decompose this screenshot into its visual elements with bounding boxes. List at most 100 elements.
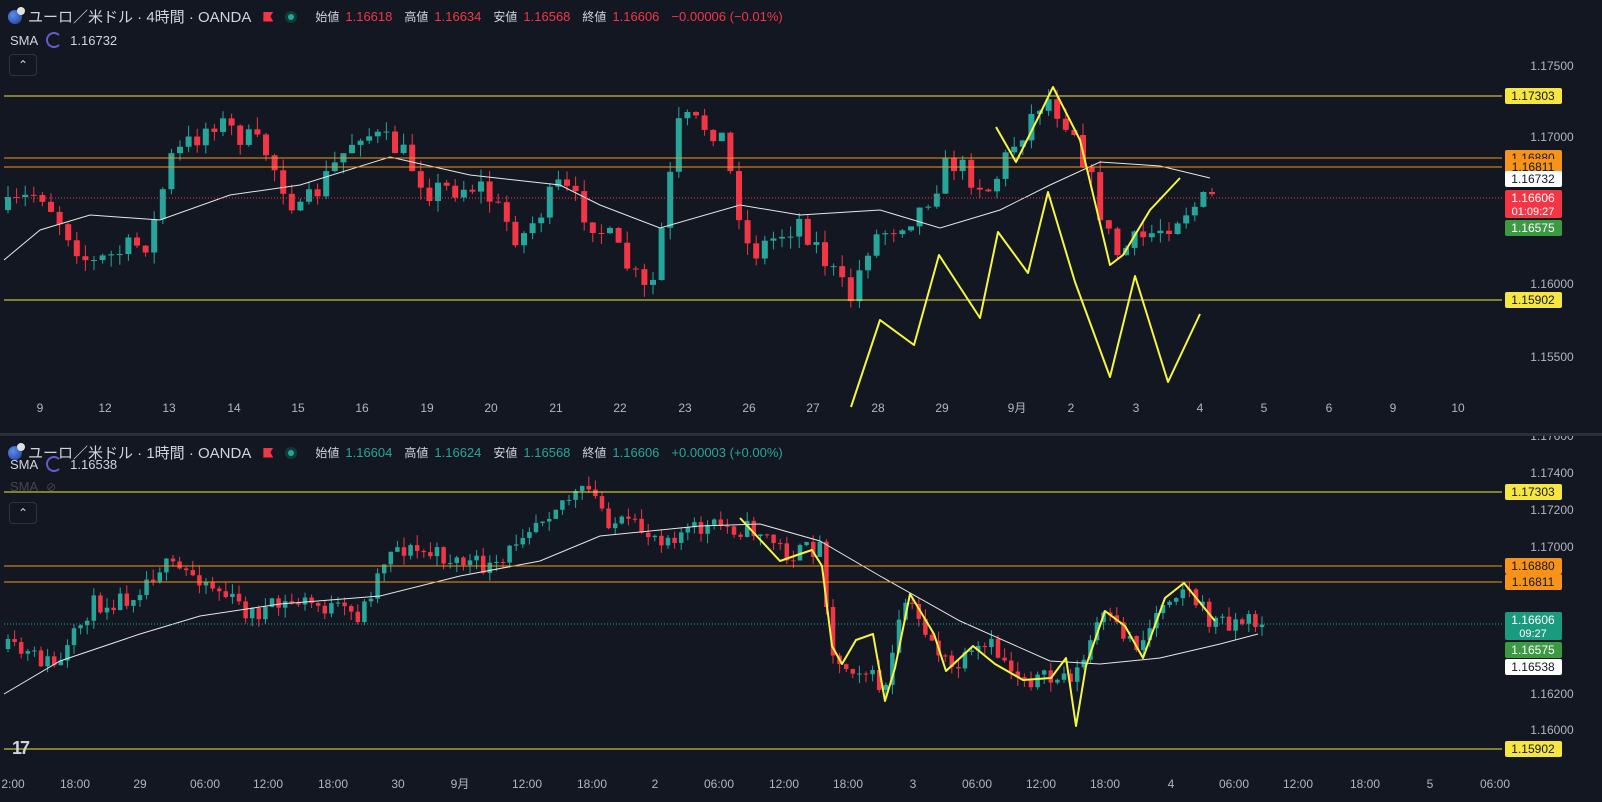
candle-body <box>665 537 671 546</box>
time-axis-label: 6 <box>1326 401 1333 415</box>
candle-body <box>847 277 854 302</box>
price-axis-label: 1.17400 <box>1530 466 1574 480</box>
candle-body <box>342 602 347 607</box>
candle-body <box>322 605 328 614</box>
price-tag <box>1505 659 1562 675</box>
collapse-legend-button[interactable]: ⌃ <box>9 502 37 524</box>
level-price-tag <box>1505 88 1562 104</box>
time-axis-label: 12:00 <box>512 777 542 791</box>
candle-body <box>1134 635 1139 651</box>
level-price-tag-text: 1.16880 <box>1511 559 1555 573</box>
sma-hidden-row[interactable]: SMA ⊘ <box>10 479 56 494</box>
candle-body <box>784 543 790 561</box>
time-axis-label: 21 <box>549 401 563 415</box>
symbol-icon <box>8 442 25 460</box>
chart-pane-1h[interactable]: 1.17600 1.17400 1.17200 1.17000 1.16200 1.160… <box>0 436 1602 802</box>
chart-canvas-1h[interactable]: 1.17600 1.17400 1.17200 1.17000 1.16200 1.160… <box>0 436 1602 802</box>
candle-body <box>521 233 527 246</box>
candle-body <box>1015 671 1021 678</box>
candle-body <box>744 220 751 244</box>
pane-divider[interactable] <box>0 433 1602 436</box>
candle-body <box>177 561 182 569</box>
candle-body <box>98 595 103 613</box>
chart-pane-4h[interactable]: 1.17500 1.17000 1.16000 1.15500 9 12 13 14 15 16 1… <box>0 0 1602 433</box>
flag-icon[interactable] <box>263 447 274 458</box>
time-axis-label: 12:00 <box>769 777 799 791</box>
candle-body <box>787 236 794 238</box>
candle-body <box>1055 679 1060 683</box>
symbol-title[interactable]: ユーロ／米ドル · 4時間 · OANDA <box>28 9 252 26</box>
candle-body <box>296 602 301 605</box>
candle-body <box>546 518 552 522</box>
time-axis-label: 2 <box>1068 401 1075 415</box>
chart-canvas-4h[interactable]: 1.17500 1.17000 1.16000 1.15500 9 12 13 14 15 16 1… <box>0 0 1602 433</box>
candle-body <box>1183 215 1190 224</box>
candle-body <box>1028 680 1034 688</box>
candle-body <box>839 266 846 278</box>
candle-body <box>692 522 697 528</box>
close-value: 1.16606 <box>612 445 660 460</box>
sma-indicator-row[interactable]: SMA 1.16538 <box>10 456 117 472</box>
high-label: 高値 <box>404 446 429 460</box>
candle-body <box>1259 624 1265 628</box>
candle-body <box>306 189 312 202</box>
candle-body <box>309 597 314 604</box>
candle-body <box>678 532 684 543</box>
candle-body <box>916 207 923 227</box>
candle-body <box>777 543 783 545</box>
candle-body <box>495 201 502 203</box>
candle-body <box>883 684 889 690</box>
candle-body <box>619 516 625 524</box>
eye-hidden-icon[interactable]: ⊘ <box>46 479 57 494</box>
candle-body <box>1213 617 1219 627</box>
time-axis-label: 19 <box>420 401 434 415</box>
collapse-legend-button[interactable]: ⌃ <box>9 54 37 76</box>
candle-body <box>624 242 631 269</box>
candle-body <box>228 118 235 126</box>
candle-body <box>357 140 364 145</box>
candle-body <box>555 179 562 187</box>
candle-body <box>830 606 836 656</box>
candle-body <box>177 146 183 154</box>
time-axis-label: 20 <box>484 401 498 415</box>
candle-body <box>975 645 981 651</box>
sma-indicator-row[interactable]: SMA 1.16732 <box>10 32 117 48</box>
candle-body <box>804 218 811 245</box>
candle-body <box>452 185 459 198</box>
candle-body <box>959 159 966 172</box>
candle-body <box>349 144 355 154</box>
tradingview-logo-icon[interactable]: 17 <box>12 738 30 758</box>
candle-body <box>718 132 725 142</box>
candle-body <box>329 603 334 614</box>
candle-body <box>512 221 519 246</box>
candle-body <box>280 170 287 194</box>
candle-body <box>693 112 699 116</box>
time-axis-label: 06:00 <box>1219 777 1249 791</box>
candle-body <box>202 128 209 146</box>
candle-body <box>540 521 545 523</box>
candle-body <box>108 254 115 256</box>
candle-body <box>659 535 664 546</box>
candle-body <box>117 593 123 611</box>
price-axis-label: 1.16000 <box>1530 723 1574 737</box>
sma-settings-icon[interactable] <box>46 456 63 472</box>
candle-body <box>994 178 1000 192</box>
candle-body <box>650 279 656 285</box>
candle-body <box>190 570 196 576</box>
low-value: 1.16568 <box>523 9 571 24</box>
candle-body <box>896 619 902 653</box>
sma-settings-icon[interactable] <box>46 32 63 48</box>
symbol-title[interactable]: ユーロ／米ドル · 1時間 · OANDA <box>28 445 252 462</box>
candle-body <box>1114 228 1121 256</box>
candle-body <box>1167 601 1172 605</box>
time-axis-label: 9 <box>1390 401 1397 415</box>
open-value: 1.16618 <box>345 9 393 24</box>
flag-icon[interactable] <box>263 11 274 22</box>
high-value: 1.16634 <box>434 9 482 24</box>
candle-body <box>441 547 446 564</box>
candle-body <box>408 545 413 556</box>
candle-body <box>1061 673 1067 680</box>
price-axis-label: 1.17200 <box>1530 503 1574 517</box>
price-tag <box>1505 171 1562 187</box>
candle-body <box>137 595 143 601</box>
